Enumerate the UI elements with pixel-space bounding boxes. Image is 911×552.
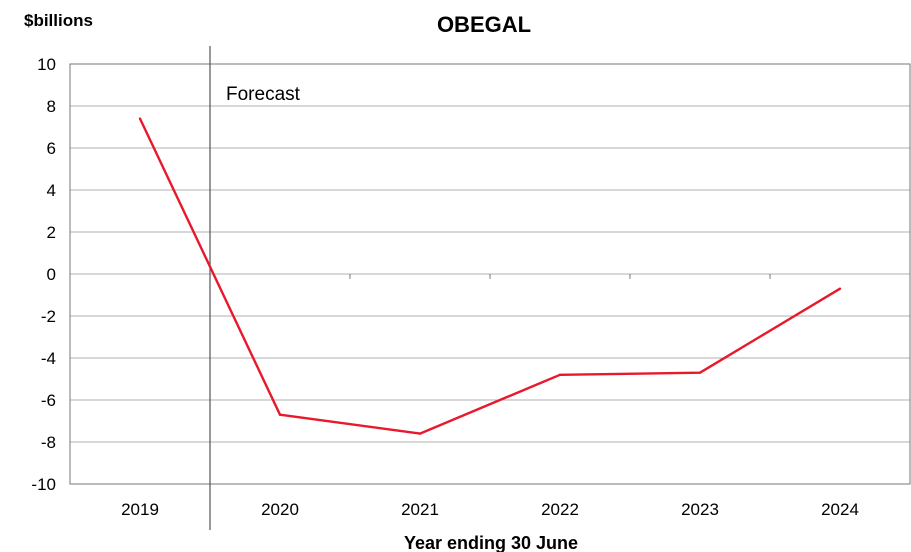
chart-title: OBEGAL — [437, 12, 531, 37]
data-point — [838, 287, 842, 290]
y-tick-labels: 10 8 6 4 2 0 -2 -4 -6 -8 -10 — [31, 55, 56, 494]
data-point — [418, 432, 422, 435]
x-tick-label: 2023 — [681, 500, 719, 519]
x-tick-label: 2021 — [401, 500, 439, 519]
x-tick-label: 2024 — [821, 500, 859, 519]
y-axis-label: $billions — [24, 11, 93, 30]
forecast-annotation: Forecast — [226, 84, 301, 105]
x-tick-label: 2022 — [541, 500, 579, 519]
y-tick-label: 4 — [47, 181, 56, 200]
y-tick-label: -4 — [41, 349, 56, 368]
series-line — [138, 118, 841, 435]
plot-frame — [69, 63, 911, 485]
y-tick-label: 10 — [37, 55, 56, 74]
data-point — [558, 373, 562, 376]
series-group — [138, 117, 842, 435]
x-axis-label: Year ending 30 June — [404, 533, 578, 552]
x-tick-label: 2020 — [261, 500, 299, 519]
x-tick-label: 2019 — [121, 500, 159, 519]
data-point — [698, 371, 702, 374]
y-tick-label: -10 — [31, 475, 56, 494]
y-tick-label: 8 — [47, 97, 56, 116]
data-point — [138, 117, 142, 120]
y-tick-label: -8 — [41, 433, 56, 452]
y-tick-label: 0 — [47, 265, 56, 284]
y-tick-label: 2 — [47, 223, 56, 242]
y-tick-label: -2 — [41, 307, 56, 326]
y-tick-label: -6 — [41, 391, 56, 410]
y-tick-label: 6 — [47, 139, 56, 158]
data-point — [278, 413, 282, 416]
x-tick-labels: 2019 2020 2021 2022 2023 2024 — [121, 500, 859, 519]
